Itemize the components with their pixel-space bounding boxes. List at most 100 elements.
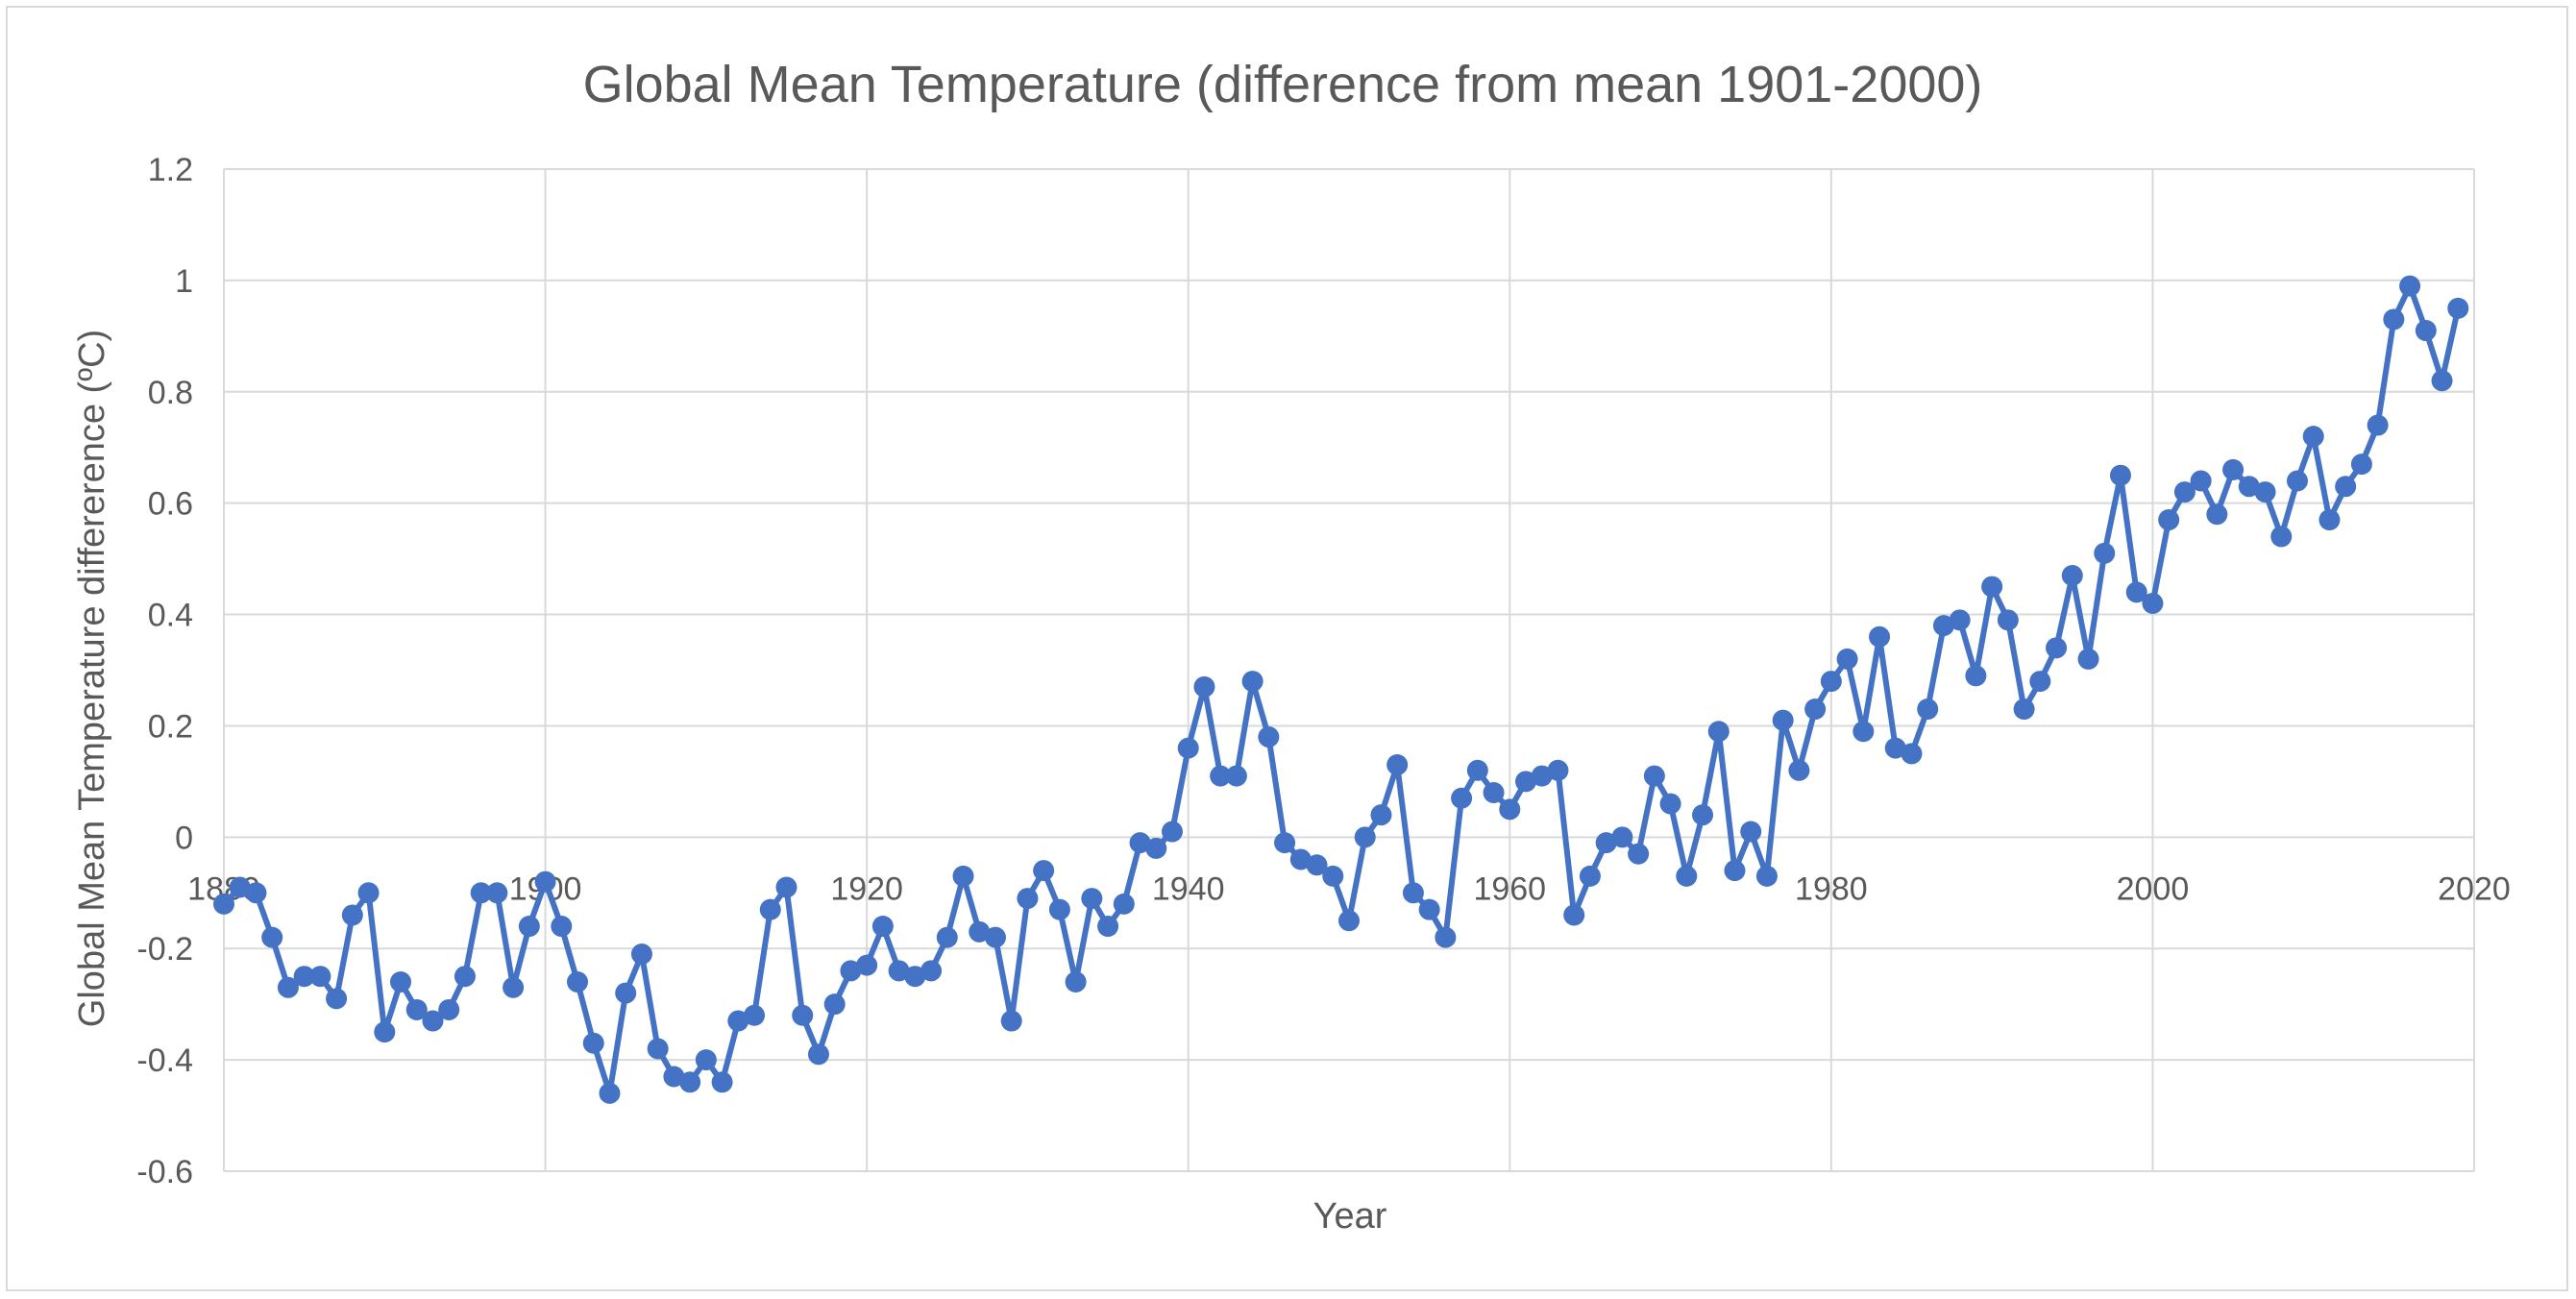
data-point	[1402, 882, 1424, 904]
data-point	[390, 970, 412, 993]
data-point	[1917, 699, 1939, 721]
data-point	[2447, 297, 2469, 319]
x-tick-label: 1960	[1473, 870, 1546, 907]
data-point	[486, 882, 508, 904]
data-point	[2286, 470, 2308, 492]
grid-lines	[223, 168, 2475, 1172]
data-point	[2270, 526, 2293, 548]
data-point	[1755, 865, 1778, 887]
data-point	[2399, 275, 2421, 297]
data-point	[1048, 898, 1070, 920]
data-point	[567, 970, 589, 993]
data-point	[1611, 826, 1633, 848]
data-point	[1932, 615, 1954, 637]
data-point	[357, 882, 380, 904]
data-point	[454, 966, 476, 988]
data-point	[840, 960, 862, 982]
y-tick-label: -0.6	[136, 1154, 193, 1190]
data-point	[1579, 865, 1601, 887]
data-point	[695, 1049, 717, 1071]
y-axis-ticks: 1.2 1 0.8 0.6 0.4 0.2 0 -0.2 -0.4 -0.6	[136, 152, 193, 1190]
data-point	[1965, 665, 1987, 687]
data-point	[1820, 671, 1842, 693]
data-point	[1081, 888, 1103, 910]
data-point	[2029, 671, 2051, 693]
data-point	[744, 1004, 766, 1026]
data-point	[711, 1071, 733, 1093]
data-point	[1241, 671, 1263, 693]
data-point	[341, 904, 363, 926]
data-point	[952, 865, 974, 887]
data-point	[1724, 860, 1746, 882]
data-point	[1418, 898, 1440, 920]
data-point	[293, 966, 315, 988]
data-point	[663, 1066, 685, 1088]
data-point	[1852, 721, 1875, 743]
data-point	[1997, 609, 2019, 631]
data-point	[775, 876, 797, 898]
series-line	[221, 282, 2462, 1096]
data-point	[1869, 625, 1891, 648]
data-point	[2254, 481, 2276, 503]
data-point	[888, 960, 910, 982]
data-point	[534, 870, 556, 893]
data-point	[2158, 509, 2180, 531]
data-point	[1338, 910, 1360, 932]
data-point	[1097, 916, 1119, 938]
data-point	[1531, 765, 1553, 787]
data-point	[920, 960, 943, 982]
x-tick-label: 1940	[1152, 870, 1225, 907]
x-tick-label: 1920	[830, 870, 903, 907]
data-point	[374, 1021, 396, 1043]
data-point	[823, 993, 846, 1016]
data-point	[1322, 865, 1344, 887]
data-point	[1981, 576, 2003, 598]
x-axis-title: Year	[1313, 1196, 1387, 1237]
data-point	[2206, 503, 2228, 526]
data-point	[2222, 458, 2245, 480]
x-tick-label: 1980	[1795, 870, 1868, 907]
data-point	[1628, 843, 1650, 865]
data-point	[1177, 737, 1199, 759]
data-point	[2109, 464, 2131, 486]
data-point	[2238, 476, 2260, 498]
data-point	[2013, 699, 2035, 721]
data-point	[904, 966, 926, 988]
data-point	[2302, 426, 2324, 448]
data-point	[1692, 804, 1714, 826]
data-point	[2383, 308, 2405, 331]
data-point	[405, 998, 428, 1020]
y-tick-label: -0.2	[136, 931, 193, 968]
data-point	[1017, 888, 1039, 910]
data-point	[1949, 609, 1971, 631]
data-point	[936, 926, 958, 948]
y-tick-label: 0.6	[148, 486, 193, 523]
chart-frame: Global Mean Temperature (difference from…	[6, 6, 2568, 1291]
data-point	[309, 966, 331, 988]
data-point	[2077, 648, 2099, 670]
data-point	[438, 998, 460, 1020]
data-point	[759, 898, 781, 920]
y-axis-title: Global Mean Temperature differerence (ºC…	[72, 330, 112, 1027]
data-point	[1466, 759, 1488, 781]
data-point	[245, 882, 267, 904]
data-point	[261, 926, 283, 948]
data-point	[1354, 826, 1376, 848]
data-point	[213, 893, 234, 915]
data-point	[727, 1010, 749, 1032]
y-tick-label: 0.4	[148, 598, 193, 634]
data-point	[1033, 860, 1055, 882]
data-point	[1113, 893, 1135, 915]
y-tick-label: 1.2	[148, 152, 193, 188]
data-point	[1129, 832, 1151, 854]
data-point	[1563, 904, 1585, 926]
x-tick-label: 2020	[2438, 870, 2511, 907]
data-point	[1065, 970, 1087, 993]
data-point	[277, 976, 299, 998]
data-point	[1515, 771, 1537, 793]
data-point	[1161, 821, 1183, 843]
data-point	[2061, 564, 2083, 586]
data-point	[470, 882, 492, 904]
y-tick-label: 0	[175, 820, 193, 856]
data-point	[2335, 476, 2357, 498]
